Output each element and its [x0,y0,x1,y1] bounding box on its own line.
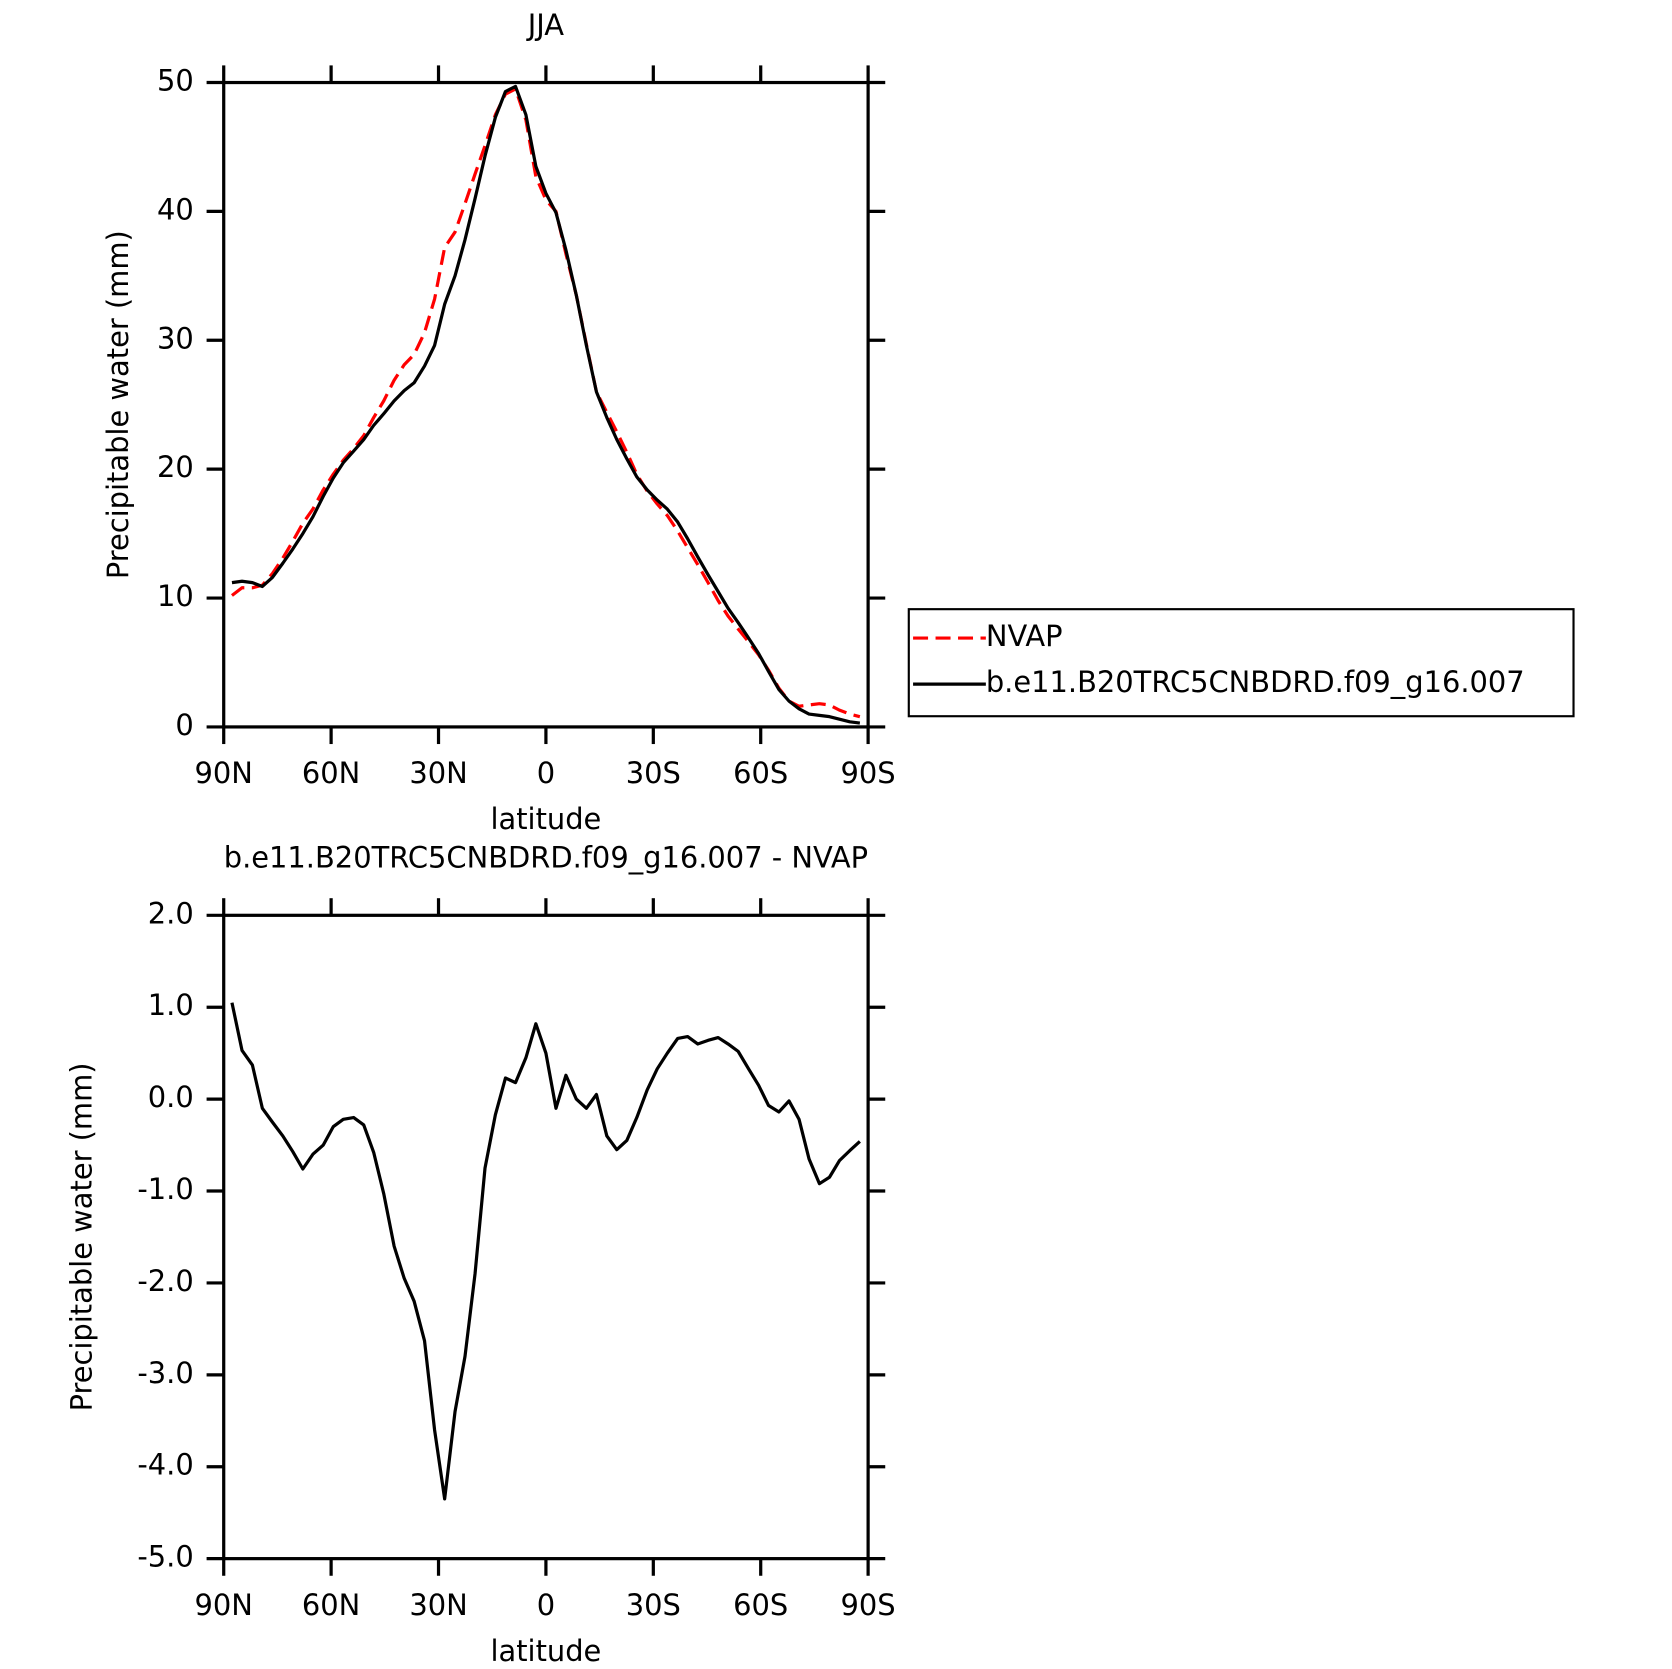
legend-label: b.e11.B20TRC5CNBDRD.f09_g16.007 [986,665,1525,699]
x-tick-label: 30N [409,1588,467,1622]
y-tick-label: -1.0 [137,1172,193,1206]
y-tick-label: 10 [157,579,194,613]
plot-frame [222,913,870,1561]
x-tick-label: 0 [537,1588,555,1622]
x-tick-label: 60S [733,1588,788,1622]
x-tick-label: 30S [626,1588,681,1622]
data-line [230,1002,861,1501]
legend-box [907,608,1575,718]
y-tick-label: -2.0 [137,1264,193,1298]
y-tick-label: 0.0 [148,1080,194,1114]
y-tick-label: 30 [157,321,194,355]
y-tick-label: 1.0 [148,988,194,1022]
x-tick-label: 0 [537,756,555,790]
y-axis-label: Precipitable water (mm) [101,230,135,579]
x-tick-label: 90S [841,1588,896,1622]
x-tick-label: 90S [841,756,896,790]
x-tick-label: 60N [302,756,360,790]
y-axis-label: Precipitable water (mm) [64,1063,98,1412]
legend-label: NVAP [986,619,1063,653]
y-tick-label: 0 [175,708,193,742]
x-tick-label: 90N [195,756,253,790]
x-tick-label: 90N [195,1588,253,1622]
x-tick-label: 60N [302,1588,360,1622]
y-tick-label: -3.0 [137,1356,193,1390]
x-tick-label: 30N [409,756,467,790]
x-tick-label: 60S [733,756,788,790]
x-axis-label: latitude [490,802,601,836]
plot-frame [222,80,870,729]
y-tick-label: -4.0 [137,1448,193,1482]
y-tick-label: 20 [157,450,194,484]
data-line [230,87,861,719]
y-tick-label: 40 [157,192,194,226]
x-axis-label: latitude [490,1634,601,1668]
data-line [231,84,861,725]
y-tick-label: 50 [157,64,194,98]
chart-title: JJA [526,8,565,42]
x-tick-label: 30S [626,756,681,790]
chart-title: b.e11.B20TRC5CNBDRD.f09_g16.007 - NVAP [224,841,868,875]
y-tick-label: 2.0 [148,896,194,930]
y-tick-label: -5.0 [137,1540,193,1574]
